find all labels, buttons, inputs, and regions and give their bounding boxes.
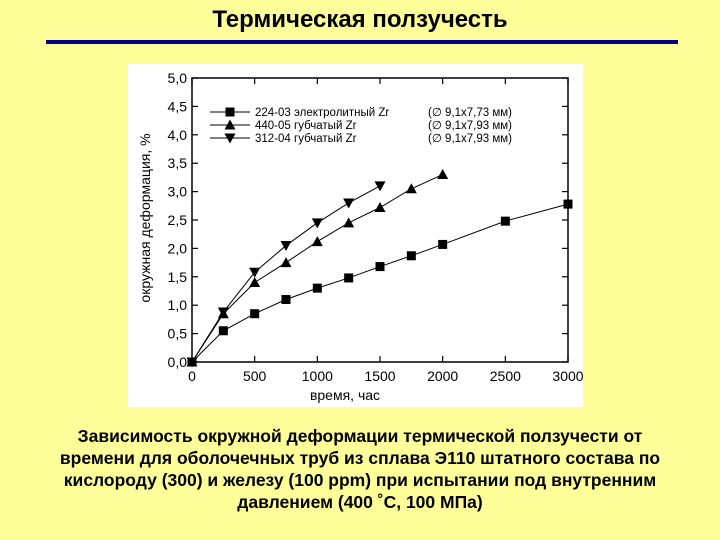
- legend-size: (∅ 9,1х7,93 мм): [428, 120, 512, 132]
- x-tick-label: 500: [243, 368, 267, 384]
- chart-legend: 224-03 электролитный Zr (∅ 9,1х7,73 мм)44…: [210, 107, 512, 145]
- caption-line: времени для оболочечных труб из сплава Э…: [59, 448, 661, 468]
- y-tick-label: 5,0: [168, 70, 188, 86]
- data-point: [374, 181, 386, 192]
- data-point: [375, 262, 385, 272]
- x-tick-label: 3000: [552, 368, 583, 384]
- chart-axes: 0 500 1000 1500 2000 2500 3000 0,0 0,5 1,0 1,5 2,0 2…: [168, 70, 583, 384]
- data-point: [500, 216, 510, 226]
- y-tick-label: 2,0: [168, 240, 188, 256]
- data-point: [312, 283, 322, 293]
- data-point: [343, 217, 355, 228]
- legend-label: 440-05 губчатый Zr: [255, 120, 357, 132]
- y-tick-label: 4,0: [168, 127, 188, 143]
- legend-entry: 440-05 губчатый Zr (∅ 9,1х7,93 мм): [210, 119, 512, 132]
- legend-entry: 312-04 губчатый Zr (∅ 9,1х7,93 мм): [210, 133, 512, 145]
- data-point: [374, 202, 386, 213]
- data-point: [311, 218, 323, 229]
- y-tick-label: 4,5: [168, 98, 188, 114]
- chart-series: [186, 169, 573, 368]
- y-tick-label: 0,0: [168, 354, 188, 370]
- caption-line: Зависимость окружной деформации термичес…: [77, 426, 643, 446]
- caption-line: давлением (400 ˚С, 100 МПа): [237, 492, 483, 512]
- data-point: [280, 257, 292, 268]
- x-tick-label: 1500: [364, 368, 395, 384]
- data-point: [311, 236, 323, 247]
- y-axis-label: окружная деформация, %: [137, 133, 153, 302]
- data-point: [344, 273, 354, 283]
- y-tick-label: 3,5: [168, 155, 188, 171]
- y-tick-label: 0,5: [168, 326, 188, 342]
- data-point: [249, 276, 261, 287]
- y-tick-label: 2,5: [168, 212, 188, 228]
- figure-caption: Зависимость окружной деформации термичес…: [8, 425, 712, 513]
- x-tick-label: 0: [188, 368, 196, 384]
- data-point: [281, 295, 291, 305]
- title-rule: [46, 40, 678, 44]
- data-point: [438, 239, 448, 249]
- data-point: [217, 307, 229, 318]
- series-square: [187, 199, 573, 367]
- data-point: [218, 326, 228, 336]
- x-tick-label: 1000: [302, 368, 333, 384]
- series-line: [191, 174, 443, 363]
- y-tick-label: 1,0: [168, 297, 188, 313]
- data-point: [406, 251, 416, 261]
- data-point: [280, 241, 292, 252]
- data-point: [250, 309, 260, 319]
- data-point: [405, 183, 417, 194]
- creep-chart: 0 500 1000 1500 2000 2500 3000 0,0 0,5 1,0 1,5 2,0 2…: [137, 70, 583, 403]
- x-axis-label: время, час: [310, 387, 380, 403]
- y-tick-label: 1,5: [168, 269, 188, 285]
- data-point: [563, 199, 573, 209]
- legend-size: (∅ 9,1х7,93 мм): [428, 133, 512, 145]
- legend-marker: [225, 107, 235, 117]
- legend-label: 312-04 губчатый Zr: [255, 133, 357, 145]
- x-tick-label: 2500: [490, 368, 521, 384]
- legend-entry: 224-03 электролитный Zr (∅ 9,1х7,73 мм): [210, 107, 512, 119]
- legend-size: (∅ 9,1х7,73 мм): [428, 107, 512, 119]
- y-tick-label: 3,0: [168, 184, 188, 200]
- series-line: [191, 203, 569, 363]
- data-point: [249, 267, 261, 278]
- series-triangle-down: [186, 181, 386, 368]
- caption-line: кислороду (300) и железу (100 ppm) при и…: [63, 470, 657, 490]
- x-tick-label: 2000: [427, 368, 458, 384]
- legend-marker: [224, 133, 236, 144]
- series-triangle-up: [186, 169, 449, 367]
- data-point: [343, 198, 355, 209]
- data-point: [437, 169, 449, 180]
- data-point: [186, 357, 198, 368]
- legend-label: 224-03 электролитный Zr: [255, 107, 389, 119]
- slide-title: Термическая ползучесть: [212, 6, 508, 33]
- legend-marker: [224, 119, 236, 130]
- chart-panel: 0 500 1000 1500 2000 2500 3000 0,0 0,5 1,0 1,5 2,0 2…: [128, 64, 583, 407]
